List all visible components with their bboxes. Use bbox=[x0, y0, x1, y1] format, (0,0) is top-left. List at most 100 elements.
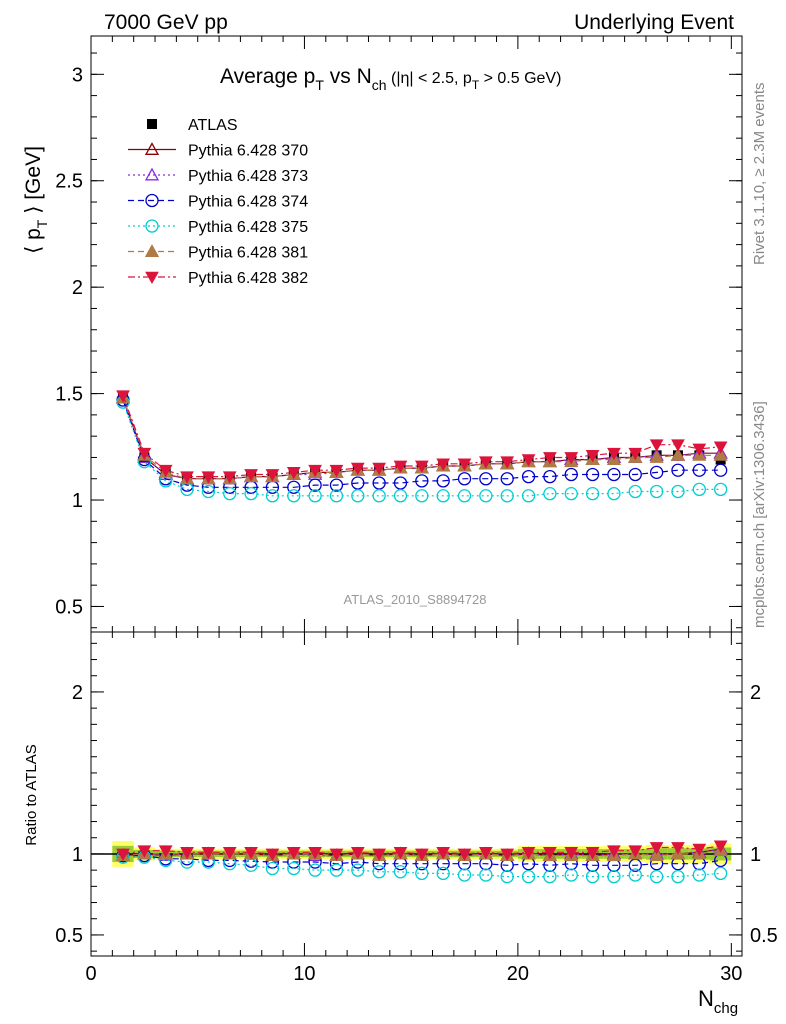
ratio-xtick-label: 10 bbox=[293, 963, 315, 985]
main-data-point bbox=[436, 489, 450, 503]
main-data-point bbox=[713, 441, 728, 454]
legend-item: Pythia 6.428 375 bbox=[128, 219, 308, 236]
main-data-point bbox=[308, 464, 322, 478]
ratio-data-point bbox=[308, 863, 322, 877]
ratio-data-point bbox=[543, 869, 557, 884]
ratio-data-point bbox=[714, 866, 728, 881]
main-data-point bbox=[479, 472, 493, 486]
main-data-point bbox=[628, 484, 642, 499]
ratio-data-point bbox=[457, 848, 472, 861]
main-axis-ticks: 0.5 1 1.5 2 2.5 3 bbox=[55, 36, 742, 632]
legend-marker bbox=[145, 219, 159, 233]
ratio-data-point bbox=[564, 847, 579, 860]
legend-item: Pythia 6.428 374 bbox=[128, 194, 308, 211]
ratio-data-point bbox=[479, 868, 493, 882]
main-series bbox=[116, 390, 728, 484]
ratio-data-point bbox=[393, 847, 408, 860]
legend-label: Pythia 6.428 370 bbox=[188, 143, 308, 160]
main-data-point bbox=[223, 486, 237, 501]
ratio-panel-frame bbox=[90, 631, 743, 957]
main-data-point bbox=[714, 463, 728, 477]
legend-label: Pythia 6.428 373 bbox=[188, 168, 308, 185]
ratio-data-point bbox=[436, 847, 451, 860]
ratio-data-point bbox=[329, 848, 344, 861]
main-series-line bbox=[122, 401, 721, 497]
main-data-point bbox=[287, 480, 301, 494]
main-data-point bbox=[607, 447, 621, 461]
ratio-xtick-label: 20 bbox=[507, 963, 529, 985]
main-ytick-label: 2 bbox=[72, 277, 83, 299]
ratio-data-point bbox=[713, 840, 728, 853]
ratio-data-point bbox=[265, 848, 280, 861]
main-data-point bbox=[649, 439, 664, 452]
legend-marker bbox=[145, 193, 159, 208]
main-data-point bbox=[649, 484, 664, 499]
main-data-point bbox=[713, 447, 728, 461]
ratio-data-point bbox=[244, 847, 258, 860]
ratio-xtick-label: 30 bbox=[720, 963, 742, 985]
ratio-ytick-label-right: 2 bbox=[750, 682, 761, 704]
main-data-point bbox=[265, 469, 280, 482]
legend-label: ATLAS bbox=[188, 117, 238, 134]
main-data-point bbox=[457, 458, 472, 471]
main-ytick-label: 3 bbox=[72, 64, 83, 86]
main-ylabel: ⟨ pT ⟩ [GeV] bbox=[22, 146, 50, 254]
plot-title: Average pT vs Nch (|η| < 2.5, pT > 0.5 G… bbox=[220, 65, 561, 93]
main-data-point bbox=[671, 463, 685, 477]
legend-label: Pythia 6.428 382 bbox=[188, 270, 308, 287]
main-data-point bbox=[351, 476, 365, 490]
main-data-point bbox=[393, 476, 408, 490]
main-data-point bbox=[479, 489, 493, 503]
main-data-point bbox=[287, 489, 301, 503]
main-data-point bbox=[500, 456, 515, 469]
main-data-point bbox=[692, 482, 706, 497]
main-data-point bbox=[329, 489, 344, 503]
ratio-data-point bbox=[415, 866, 429, 881]
ratio-data-point bbox=[649, 842, 664, 855]
main-series-line bbox=[122, 397, 721, 480]
legend-item: Pythia 6.428 370 bbox=[128, 142, 308, 160]
legend-marker bbox=[144, 244, 160, 257]
main-data-point bbox=[543, 469, 557, 484]
main-data-point bbox=[244, 469, 258, 482]
main-data-point bbox=[350, 462, 365, 476]
ratio-data-point bbox=[521, 847, 536, 860]
ratio-data-point bbox=[692, 868, 706, 882]
ratio-data-point bbox=[436, 866, 450, 881]
main-data-point bbox=[649, 450, 664, 463]
main-data-point bbox=[329, 478, 344, 492]
ratio-data-point bbox=[116, 848, 130, 861]
legend-label: Pythia 6.428 381 bbox=[188, 245, 308, 262]
main-data-point bbox=[521, 469, 536, 484]
main-data-point bbox=[521, 454, 536, 467]
ratio-data-point bbox=[222, 847, 237, 860]
legend-item: Pythia 6.428 373 bbox=[128, 167, 308, 185]
ratio-data-point bbox=[350, 847, 365, 860]
ratio-series bbox=[116, 840, 728, 861]
rivet-version-label: Rivet 3.1.10, ≥ 2.3M events bbox=[751, 83, 768, 266]
ratio-data-point bbox=[585, 847, 600, 860]
main-data-point bbox=[500, 472, 514, 486]
ratio-ytick-label-right: 1 bbox=[750, 844, 761, 866]
main-data-point bbox=[244, 486, 258, 501]
main-data-point bbox=[564, 486, 578, 501]
ratio-data-point bbox=[649, 848, 664, 862]
main-data-point bbox=[414, 460, 429, 474]
ratio-data-point bbox=[457, 868, 472, 882]
main-data-point bbox=[670, 447, 686, 461]
ratio-axis-ticks: 0.5 0.51 12 20 10 20 30 bbox=[55, 632, 778, 985]
main-ytick-label: 0.5 bbox=[55, 596, 83, 618]
legend-label: Pythia 6.428 374 bbox=[188, 194, 308, 211]
ratio-data-point bbox=[585, 869, 600, 884]
main-data-point bbox=[137, 447, 152, 461]
ratio-series-group bbox=[115, 840, 728, 884]
main-data-point bbox=[564, 452, 579, 465]
main-data-point bbox=[329, 464, 344, 478]
ratio-data-point bbox=[137, 845, 152, 858]
main-data-point bbox=[265, 489, 280, 503]
ratio-ytick-label: 1 bbox=[72, 844, 83, 866]
main-data-point bbox=[201, 471, 216, 484]
main-data-point bbox=[308, 489, 322, 503]
legend-marker bbox=[144, 142, 160, 155]
